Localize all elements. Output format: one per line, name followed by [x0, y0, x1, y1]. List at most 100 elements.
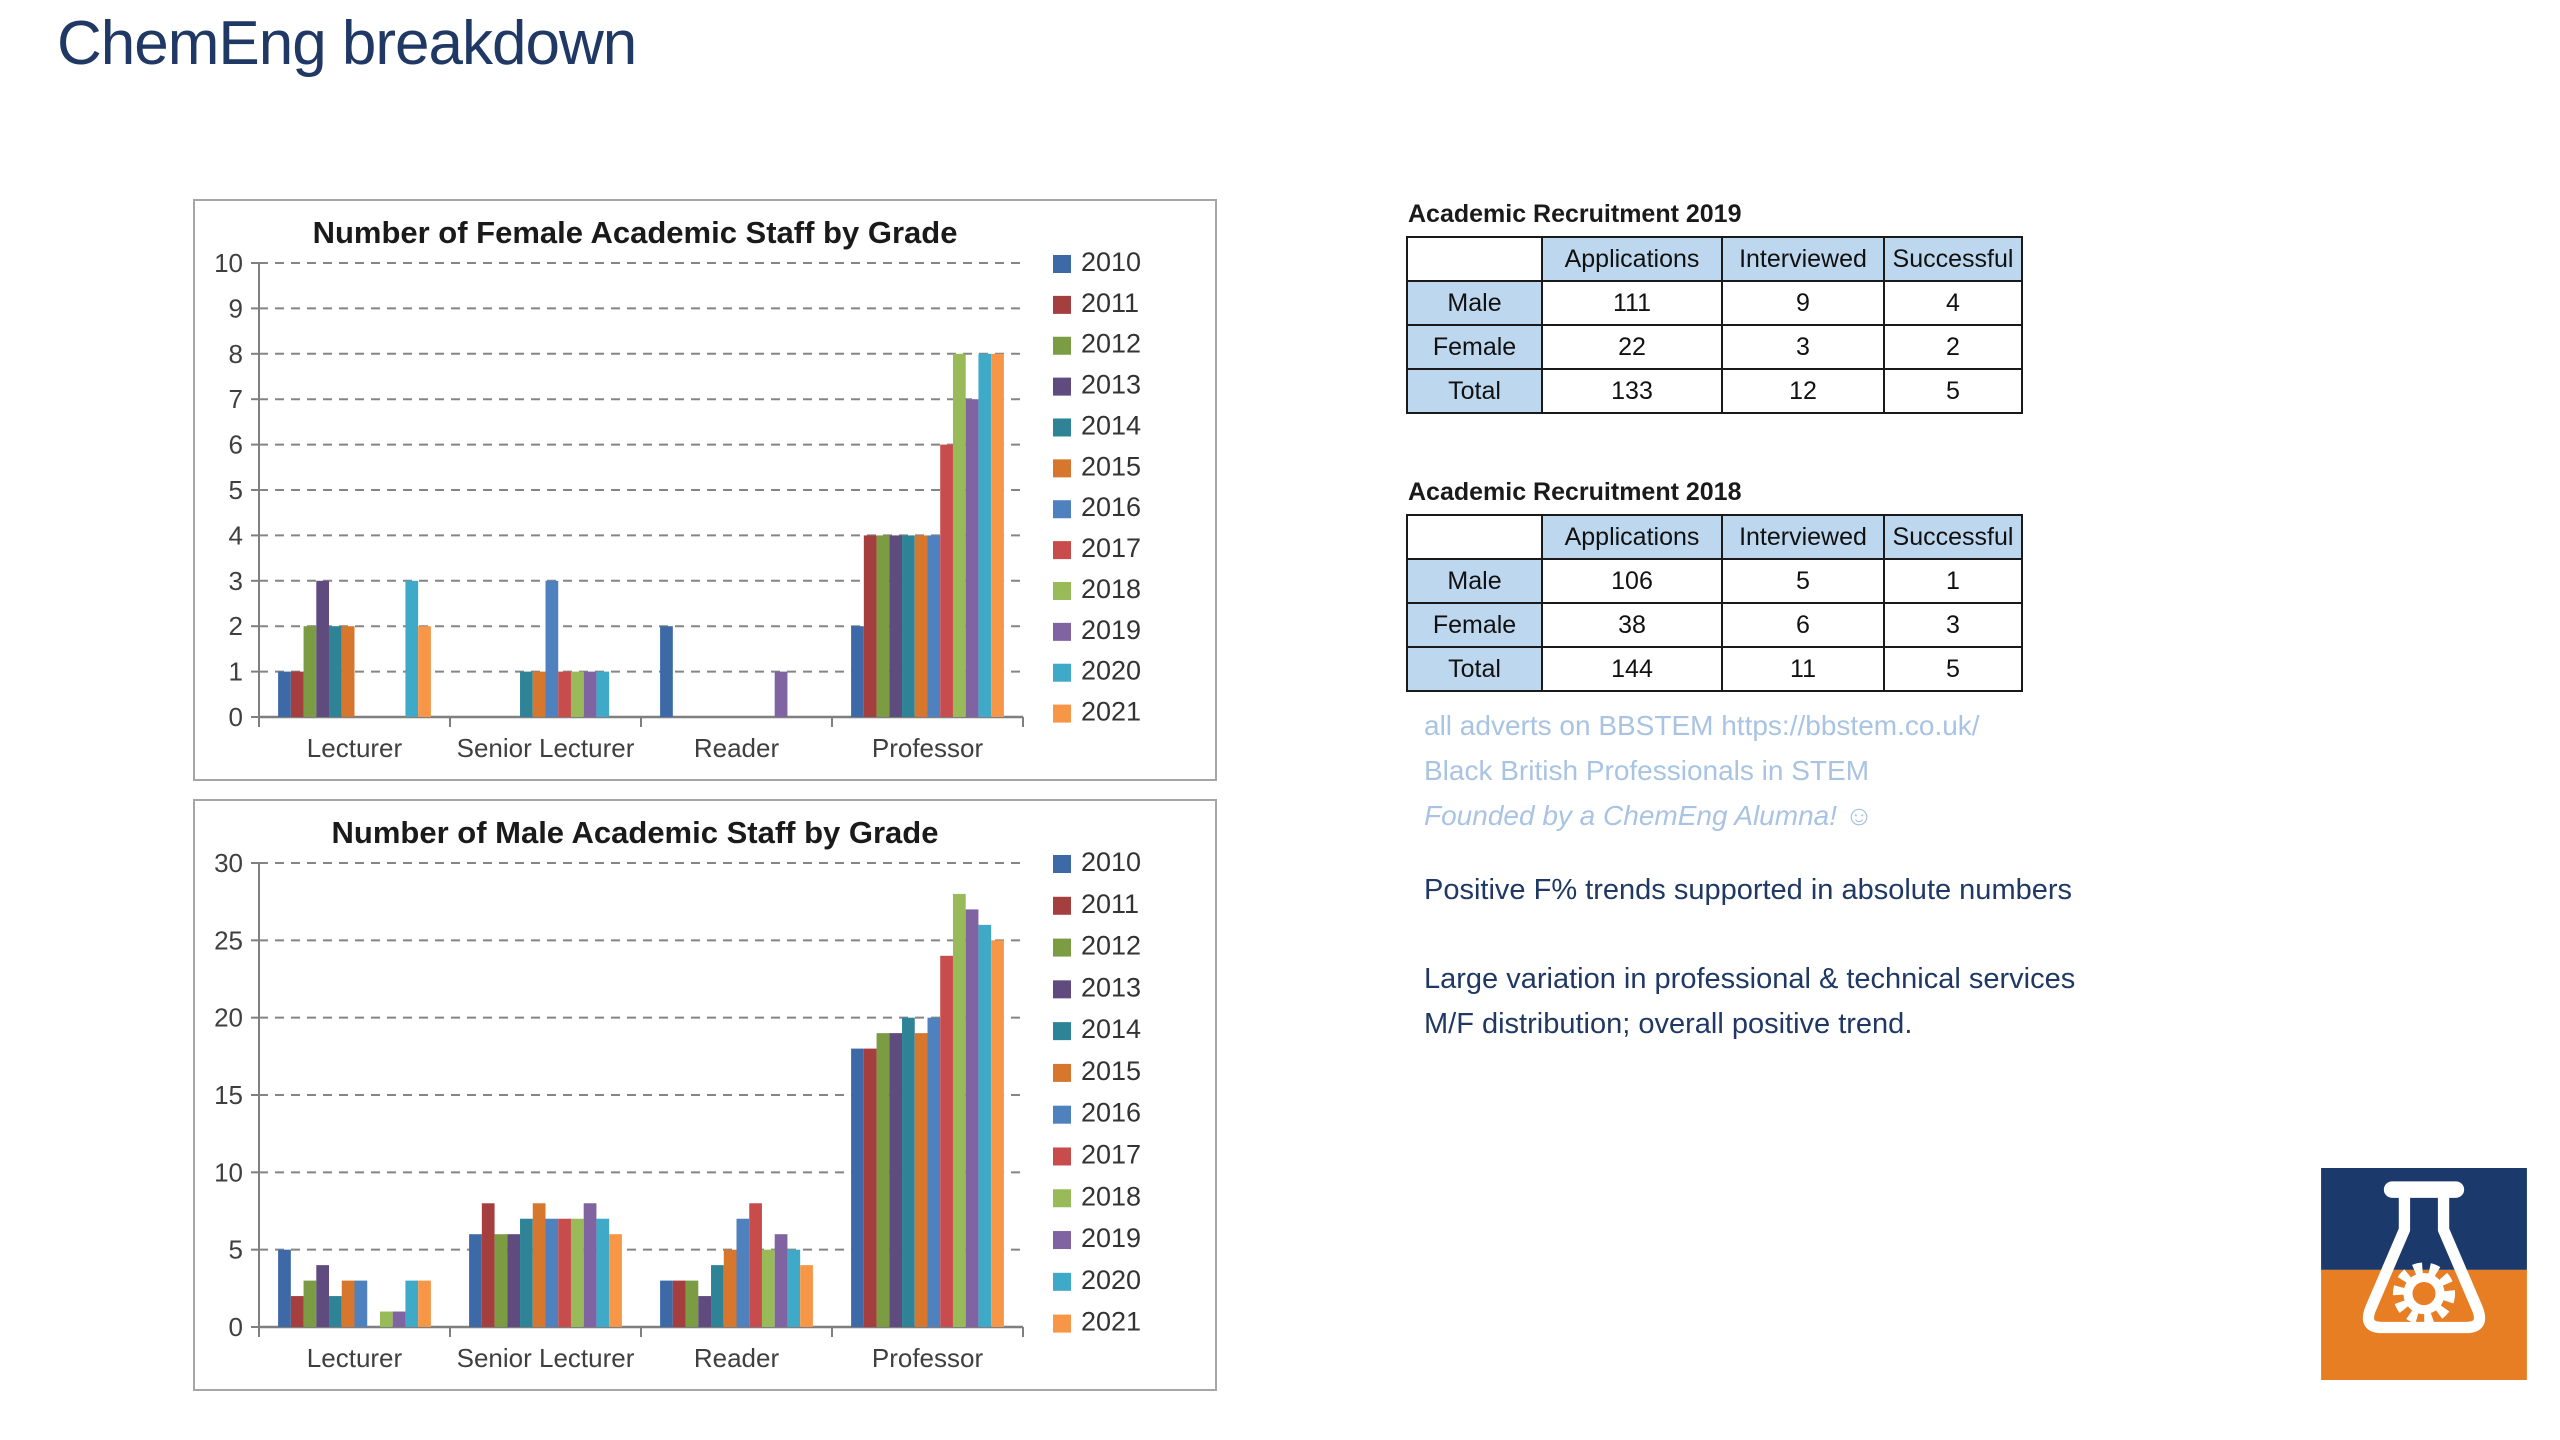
table-cell: 4: [1883, 280, 2023, 326]
bar-2011-reader: [672, 1280, 686, 1327]
bar-2017-reader: [749, 1203, 762, 1327]
bar-2017-professor: [940, 444, 953, 717]
bar-2010-professor: [851, 1048, 864, 1327]
legend-swatch: [1053, 855, 1071, 873]
bar-2010-senior-lecturer: [469, 1234, 482, 1327]
bar-2018-professor: [952, 353, 966, 717]
table-cell: 5: [1883, 646, 2023, 692]
legend-label: 2012: [1081, 931, 1141, 961]
legend-label: 2011: [1081, 288, 1139, 318]
table-header-cell: [1406, 236, 1543, 282]
variation-note-line1: Large variation in professional & techni…: [1424, 963, 2076, 995]
table-cell: 1: [1883, 558, 2023, 604]
table-row-label: Female: [1406, 324, 1543, 370]
legend-swatch: [1053, 938, 1071, 957]
y-axis-label: 25: [214, 925, 243, 955]
bar-2014-reader: [711, 1265, 724, 1327]
table-cell: 5: [1883, 368, 2023, 414]
legend-label: 2011: [1081, 889, 1139, 919]
legend-item-2011: 2011: [1053, 288, 1139, 318]
legend-label: 2016: [1081, 1098, 1141, 1128]
y-axis-label: 30: [214, 848, 243, 878]
bar-2011-professor: [863, 535, 877, 717]
y-axis-label: 1: [229, 657, 243, 687]
bar-2014-senior-lecturer: [520, 671, 533, 717]
table-cell: 3: [1721, 324, 1885, 370]
bar-2011-lecturer: [290, 1296, 304, 1327]
table-row: Male 111 9 4: [1406, 280, 2023, 326]
legend-label: 2014: [1081, 410, 1141, 440]
legend-swatch: [1053, 622, 1071, 641]
legend-swatch: [1053, 255, 1071, 273]
bar-2016-lecturer: [354, 1280, 368, 1327]
table-row-label: Total: [1406, 646, 1543, 692]
recruitment-2019-block: Academic Recruitment 2019 Applications In…: [1406, 200, 2026, 414]
table-header-cell: Applications: [1541, 514, 1723, 560]
legend-label: 2010: [1081, 847, 1141, 877]
positive-trends-note: Positive F% trends supported in absolute…: [1424, 874, 2073, 906]
bar-2014-lecturer: [329, 1296, 342, 1327]
x-axis-label: Professor: [872, 1343, 984, 1373]
recruitment-table-2018: Applications Interviewed Successful Male 106…: [1406, 514, 2023, 692]
bar-2013-lecturer: [316, 1265, 330, 1327]
legend-item-2021: 2021: [1053, 697, 1141, 727]
bar-2019-professor: [965, 909, 979, 1327]
bar-2016-professor: [927, 1017, 941, 1327]
bar-2012-professor: [876, 535, 890, 717]
table-row-label: Total: [1406, 368, 1543, 414]
bar-2010-lecturer: [278, 671, 291, 717]
bar-2015-reader: [723, 1249, 737, 1327]
bar-2013-professor: [889, 1033, 903, 1327]
bar-2021-professor: [991, 940, 1004, 1327]
legend-label: 2017: [1081, 1139, 1141, 1169]
legend-label: 2021: [1081, 697, 1141, 727]
table-cell: 22: [1541, 324, 1723, 370]
bar-2016-senior-lecturer: [545, 580, 559, 717]
legend-swatch: [1053, 1189, 1071, 1208]
legend-item-2012: 2012: [1053, 329, 1141, 359]
table-cell: 111: [1541, 280, 1723, 326]
chart-title: Number of Male Academic Staff by Grade: [332, 815, 939, 850]
male-staff-chart: Number of Male Academic Staff by Grade 0 5…: [193, 799, 1217, 1391]
y-axis-label: 4: [229, 520, 243, 550]
bbstem-note-line1: all adverts on BBSTEM https://bbstem.co.…: [1424, 710, 1980, 741]
table-cell: 144: [1541, 646, 1723, 692]
bar-2019-senior-lecturer: [583, 1203, 597, 1327]
recruitment-table-2019: Applications Interviewed Successful Male 111…: [1406, 236, 2023, 414]
legend-label: 2010: [1081, 247, 1141, 277]
bar-2018-senior-lecturer: [570, 1218, 584, 1327]
bar-2020-lecturer: [405, 1280, 419, 1327]
bar-2014-senior-lecturer: [520, 1218, 533, 1327]
legend-item-2013: 2013: [1053, 370, 1141, 400]
legend-swatch: [1053, 377, 1071, 396]
table-cell: 106: [1541, 558, 1723, 604]
legend-item-2017: 2017: [1053, 1139, 1141, 1169]
x-axis-label: Lecturer: [307, 733, 403, 763]
table-row-label: Male: [1406, 280, 1543, 326]
bar-2014-professor: [902, 535, 915, 717]
table-row: Male 106 5 1: [1406, 558, 2023, 604]
bar-2019-professor: [965, 399, 979, 717]
bar-2020-lecturer: [405, 580, 419, 717]
x-axis-label: Reader: [694, 1343, 780, 1373]
legend-label: 2014: [1081, 1014, 1141, 1044]
legend-item-2010: 2010: [1053, 247, 1141, 277]
chemeng-flask-gear-logo: [2321, 1168, 2527, 1380]
table-header-cell: Interviewed: [1721, 514, 1885, 560]
female-staff-chart: Number of Female Academic Staff by Grade…: [193, 199, 1217, 781]
bar-2015-lecturer: [341, 1280, 355, 1327]
bar-2010-lecturer: [278, 1249, 291, 1327]
x-axis-label: Lecturer: [307, 1343, 403, 1373]
legend-swatch: [1053, 980, 1071, 999]
table-row: Total 144 11 5: [1406, 646, 2023, 692]
bar-2014-lecturer: [329, 626, 342, 717]
y-axis-label: 0: [229, 1312, 243, 1342]
table-cell: 11: [1721, 646, 1885, 692]
table-row: Total 133 12 5: [1406, 368, 2023, 414]
y-axis-label: 10: [214, 1157, 243, 1187]
bar-2021-senior-lecturer: [609, 1234, 622, 1327]
bar-2021-lecturer: [418, 1280, 431, 1327]
bar-2017-senior-lecturer: [558, 1218, 571, 1327]
table-row: Female 22 3 2: [1406, 324, 2023, 370]
